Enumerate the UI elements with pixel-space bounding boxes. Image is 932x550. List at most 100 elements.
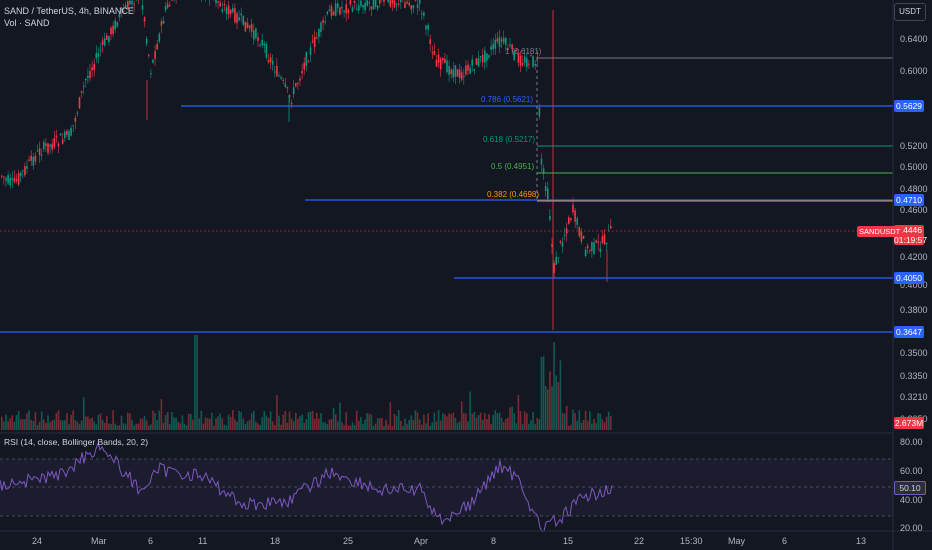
candle-body bbox=[339, 7, 341, 15]
candle-body bbox=[423, 12, 425, 16]
volume-bar bbox=[360, 416, 362, 430]
volume-bar bbox=[547, 389, 549, 430]
candle-body bbox=[444, 58, 446, 64]
candle-body bbox=[11, 178, 14, 181]
time-axis-label: Apr bbox=[414, 536, 429, 546]
volume-bar bbox=[402, 425, 404, 430]
candle-body bbox=[229, 9, 232, 14]
candle-body bbox=[393, 0, 396, 8]
volume-bar bbox=[553, 342, 555, 430]
volume-bar bbox=[597, 412, 599, 430]
candle-body bbox=[156, 43, 158, 50]
candle-body bbox=[143, 17, 146, 22]
volume-bar bbox=[467, 421, 469, 430]
candle-body bbox=[55, 135, 58, 138]
volume-bar bbox=[192, 419, 194, 430]
volume-bar bbox=[307, 412, 310, 430]
candle-body bbox=[593, 242, 595, 254]
volume-bar bbox=[435, 421, 438, 430]
volume-bar bbox=[505, 418, 507, 430]
candle-body bbox=[442, 58, 444, 61]
candle-body bbox=[5, 178, 7, 181]
volume-bar bbox=[263, 411, 266, 430]
candle-body bbox=[162, 20, 165, 24]
candle-body bbox=[341, 6, 343, 9]
candle-body bbox=[379, 0, 381, 4]
volume-bar bbox=[141, 418, 144, 430]
volume-bar bbox=[431, 422, 434, 430]
candle-body bbox=[68, 130, 70, 140]
candle-body bbox=[374, 0, 377, 7]
volume-bar bbox=[32, 421, 35, 430]
volume-bar bbox=[30, 419, 32, 430]
candle-body bbox=[568, 217, 570, 224]
time-axis-label: 15 bbox=[563, 536, 574, 546]
candle-body bbox=[330, 6, 333, 17]
volume-bar bbox=[563, 413, 566, 430]
volume-bar bbox=[150, 424, 152, 430]
symbol-title[interactable]: SAND / TetherUS, 4h, BINANCE bbox=[4, 6, 134, 16]
candle-body bbox=[76, 112, 79, 114]
price-axis-label: 0.4200 bbox=[900, 252, 928, 262]
candle-body bbox=[295, 83, 297, 87]
volume-bar bbox=[11, 415, 14, 430]
volume-bar bbox=[269, 411, 272, 430]
volume-bar bbox=[72, 410, 74, 430]
candle-body bbox=[64, 131, 66, 138]
currency-button[interactable]: USDT bbox=[894, 3, 926, 21]
candle-body bbox=[358, 5, 360, 11]
volume-bar bbox=[106, 415, 108, 430]
price-axis-label: 0.4600 bbox=[900, 205, 928, 215]
volume-bar bbox=[475, 417, 478, 430]
volume-bar bbox=[204, 417, 207, 430]
volume-bar bbox=[124, 424, 127, 430]
volume-bar bbox=[17, 410, 20, 430]
volume-bar bbox=[391, 425, 394, 430]
price-axis-label: 0.5200 bbox=[900, 141, 928, 151]
volume-bar bbox=[444, 414, 446, 430]
volume-bar bbox=[236, 421, 238, 430]
fib-label: 0.618 (0.5217) bbox=[483, 135, 536, 144]
price-axis-label: 0.6400 bbox=[900, 34, 928, 44]
volume-bar bbox=[517, 394, 520, 430]
candle-body bbox=[234, 8, 236, 22]
candle-body bbox=[253, 30, 255, 40]
volume-bar bbox=[108, 423, 110, 430]
candle-body bbox=[544, 186, 547, 192]
volume-bar bbox=[194, 335, 196, 430]
volume-bar bbox=[416, 412, 419, 430]
volume-bar bbox=[568, 425, 570, 430]
volume-bar bbox=[494, 410, 497, 430]
volume-title[interactable]: Vol · SAND bbox=[4, 18, 50, 28]
volume-bar bbox=[53, 419, 56, 430]
candle-body bbox=[36, 150, 39, 152]
volume-bar bbox=[526, 413, 528, 430]
candle-body bbox=[400, 0, 402, 2]
volume-bar bbox=[345, 412, 347, 430]
volume-bar bbox=[183, 423, 186, 430]
volume-bar bbox=[133, 425, 135, 430]
volume-bar bbox=[248, 420, 251, 430]
candle-body bbox=[555, 256, 557, 265]
candle-body bbox=[509, 44, 511, 47]
candle-body bbox=[261, 39, 263, 46]
candle-body bbox=[120, 7, 123, 12]
volume-bar bbox=[421, 424, 423, 430]
volume-bar bbox=[292, 421, 295, 430]
rsi-title[interactable]: RSI (14, close, Bollinger Bands, 20, 2) bbox=[4, 437, 149, 447]
candle-body bbox=[372, 0, 375, 10]
candle-body bbox=[103, 38, 106, 46]
volume-bar bbox=[557, 382, 560, 430]
candle-body bbox=[114, 20, 116, 30]
volume-bar bbox=[137, 423, 140, 430]
candle-body bbox=[530, 55, 532, 57]
volume-bar bbox=[364, 419, 366, 430]
volume-bar bbox=[217, 416, 219, 430]
horizontal-lines[interactable] bbox=[0, 57, 893, 333]
fib-label: 0.382 (0.4698) bbox=[487, 190, 540, 199]
candle-body bbox=[292, 87, 295, 95]
candle-body bbox=[160, 21, 163, 26]
candle-body bbox=[477, 58, 480, 67]
volume-bar bbox=[181, 415, 184, 430]
